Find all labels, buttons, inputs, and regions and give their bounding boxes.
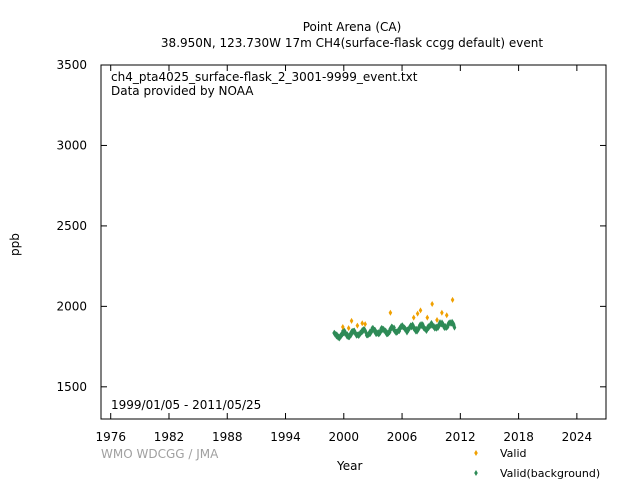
x-axis-label: Year [337, 459, 363, 473]
valid-point [450, 296, 455, 303]
legend-marker [474, 470, 478, 476]
valid-point [341, 323, 345, 330]
valid-point [435, 317, 439, 324]
valid-point [418, 307, 423, 314]
background-point [424, 327, 429, 334]
y-tick-label: 3500 [56, 58, 87, 72]
file-label: ch4_pta4025_surface-flask_2_3001-9999_ev… [111, 70, 418, 84]
legend: Valid Valid(background) [474, 447, 600, 480]
x-tick-label: 1976 [95, 430, 126, 444]
legend-label: Valid(background) [500, 467, 600, 480]
data-provider: Data provided by NOAA [111, 84, 254, 98]
chart-title: Point Arena (CA) [302, 20, 402, 34]
chart-subtitle: 38.950N, 123.730W 17m CH4(surface-flask … [160, 36, 544, 50]
plot-frame [100, 64, 607, 420]
valid-point [355, 322, 360, 329]
background-point [436, 323, 441, 330]
y-tick-label: 1500 [56, 380, 87, 394]
background-point [383, 327, 388, 334]
x-tick-label: 2024 [562, 430, 593, 444]
x-tick-label: 1982 [154, 430, 185, 444]
background-point [452, 324, 457, 331]
y-tick-label: 2500 [56, 219, 87, 233]
valid-point [349, 317, 354, 324]
valid-point [363, 321, 367, 328]
x-tick-label: 1988 [212, 430, 243, 444]
x-tick-label: 1994 [270, 430, 301, 444]
background-point [405, 329, 409, 336]
legend-marker [474, 450, 478, 456]
background-series [332, 318, 457, 342]
x-tick-label: 2012 [445, 430, 476, 444]
valid-point [430, 300, 434, 307]
credit-label: WMO WDCGG / JMA [101, 447, 219, 461]
legend-label: Valid [500, 447, 527, 460]
valid-point [411, 314, 416, 321]
date-range: 1999/01/05 - 2011/05/25 [111, 398, 262, 412]
valid-point [444, 312, 449, 319]
valid-point [425, 314, 430, 321]
y-tick-label: 2000 [56, 299, 87, 313]
valid-point [346, 325, 351, 332]
background-point [370, 328, 374, 335]
valid-point [415, 310, 420, 317]
valid-point [388, 309, 393, 316]
valid-point [440, 309, 444, 316]
valid-point [360, 320, 365, 327]
x-tick-label: 2018 [503, 430, 534, 444]
background-point [387, 329, 392, 336]
valid-series [341, 296, 455, 332]
y-tick-label: 3000 [56, 138, 87, 152]
x-tick-label: 2000 [329, 430, 360, 444]
axis-ticks: 1976 1982 1988 1994 2000 2006 2012 2018 2024 1500… [56, 58, 606, 444]
x-tick-label: 2006 [387, 430, 418, 444]
background-point [349, 330, 354, 337]
y-axis-label: ppb [8, 233, 22, 256]
